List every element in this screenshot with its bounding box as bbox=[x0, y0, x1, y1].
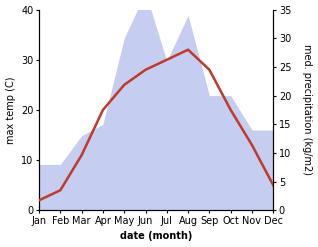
Y-axis label: max temp (C): max temp (C) bbox=[5, 76, 16, 144]
Y-axis label: med. precipitation (kg/m2): med. precipitation (kg/m2) bbox=[302, 44, 313, 175]
X-axis label: date (month): date (month) bbox=[120, 231, 192, 242]
